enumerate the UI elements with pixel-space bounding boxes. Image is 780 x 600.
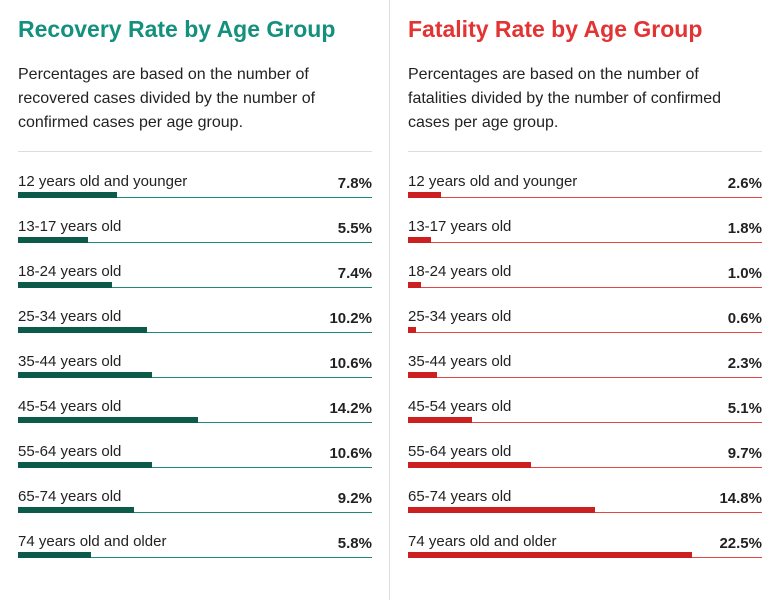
recovery-value-label: 10.6% xyxy=(329,445,372,462)
fatality-category-label: 12 years old and younger xyxy=(408,173,578,190)
recovery-bar-track xyxy=(18,332,372,333)
recovery-bar-list: 12 years old and younger 7.8% 13-17 years … xyxy=(18,152,372,558)
recovery-row: 74 years old and older 5.8% xyxy=(18,512,372,558)
fatality-row: 18-24 years old 1.0% xyxy=(408,242,762,288)
recovery-bar xyxy=(18,552,92,558)
fatality-value-label: 2.3% xyxy=(727,355,762,372)
recovery-row: 12 years old and younger 7.8% xyxy=(18,152,372,198)
recovery-bar-track xyxy=(18,557,372,558)
recovery-bar xyxy=(18,327,147,333)
recovery-row: 65-74 years old 9.2% xyxy=(18,467,372,513)
recovery-value-label: 5.8% xyxy=(337,535,372,552)
recovery-bar-track xyxy=(18,467,372,468)
fatality-value-label: 22.5% xyxy=(719,535,762,552)
fatality-value-label: 5.1% xyxy=(727,400,762,417)
fatality-category-label: 13-17 years old xyxy=(408,218,512,235)
recovery-value-label: 10.6% xyxy=(329,355,372,372)
fatality-bar xyxy=(408,507,596,513)
fatality-chart-title: Fatality Rate by Age Group xyxy=(408,16,703,42)
recovery-category-label: 25-34 years old xyxy=(18,308,122,325)
fatality-value-label: 0.6% xyxy=(727,310,762,327)
fatality-bar xyxy=(408,237,431,243)
fatality-row: 74 years old and older 22.5% xyxy=(408,512,762,558)
fatality-header-rule xyxy=(408,151,762,152)
fatality-row: 25-34 years old 0.6% xyxy=(408,287,762,333)
fatality-value-label: 1.0% xyxy=(727,265,762,282)
fatality-rate-panel: Fatality Rate by Age Group Percentages a… xyxy=(408,0,762,600)
recovery-rate-panel: Recovery Rate by Age Group Percentages a… xyxy=(18,0,372,600)
panel-divider xyxy=(389,0,390,600)
fatality-bar xyxy=(408,372,438,378)
fatality-category-label: 35-44 years old xyxy=(408,353,512,370)
fatality-value-label: 2.6% xyxy=(727,175,762,192)
recovery-row: 25-34 years old 10.2% xyxy=(18,287,372,333)
recovery-row: 45-54 years old 14.2% xyxy=(18,377,372,423)
recovery-bar-track xyxy=(18,197,372,198)
recovery-bar xyxy=(18,417,198,423)
fatality-bar-track xyxy=(408,242,762,243)
fatality-bar xyxy=(408,282,421,288)
fatality-value-label: 9.7% xyxy=(727,445,762,462)
recovery-bar-track xyxy=(18,287,372,288)
recovery-category-label: 55-64 years old xyxy=(18,443,122,460)
recovery-chart-description: Percentages are based on the number of r… xyxy=(18,66,316,131)
recovery-row: 55-64 years old 10.6% xyxy=(18,422,372,468)
fatality-row: 35-44 years old 2.3% xyxy=(408,332,762,378)
fatality-bar xyxy=(408,327,416,333)
recovery-header-rule xyxy=(18,151,372,152)
fatality-bar-track xyxy=(408,287,762,288)
recovery-row: 18-24 years old 7.4% xyxy=(18,242,372,288)
recovery-value-label: 14.2% xyxy=(329,400,372,417)
fatality-row: 65-74 years old 14.8% xyxy=(408,467,762,513)
recovery-category-label: 12 years old and younger xyxy=(18,173,188,190)
fatality-category-label: 55-64 years old xyxy=(408,443,512,460)
fatality-bar xyxy=(408,192,441,198)
recovery-value-label: 7.8% xyxy=(337,175,372,192)
fatality-value-label: 1.8% xyxy=(727,220,762,237)
recovery-bar-track xyxy=(18,242,372,243)
recovery-category-label: 65-74 years old xyxy=(18,488,122,505)
fatality-bar xyxy=(408,462,531,468)
recovery-bar xyxy=(18,237,88,243)
recovery-bar xyxy=(18,192,117,198)
recovery-category-label: 13-17 years old xyxy=(18,218,122,235)
recovery-bar xyxy=(18,372,152,378)
fatality-bar-track xyxy=(408,377,762,378)
recovery-value-label: 10.2% xyxy=(329,310,372,327)
fatality-row: 12 years old and younger 2.6% xyxy=(408,152,762,198)
recovery-category-label: 18-24 years old xyxy=(18,263,122,280)
recovery-row: 35-44 years old 10.6% xyxy=(18,332,372,378)
fatality-bar-list: 12 years old and younger 2.6% 13-17 years … xyxy=(408,152,762,558)
recovery-value-label: 9.2% xyxy=(337,490,372,507)
recovery-bar xyxy=(18,507,135,513)
fatality-bar-track xyxy=(408,332,762,333)
recovery-category-label: 74 years old and older xyxy=(18,533,167,550)
fatality-category-label: 74 years old and older xyxy=(408,533,557,550)
fatality-bar-track xyxy=(408,197,762,198)
recovery-bar-track xyxy=(18,377,372,378)
recovery-category-label: 35-44 years old xyxy=(18,353,122,370)
recovery-value-label: 7.4% xyxy=(337,265,372,282)
fatality-category-label: 18-24 years old xyxy=(408,263,512,280)
fatality-category-label: 25-34 years old xyxy=(408,308,512,325)
fatality-bar-track xyxy=(408,422,762,423)
fatality-category-label: 65-74 years old xyxy=(408,488,512,505)
recovery-value-label: 5.5% xyxy=(337,220,372,237)
fatality-bar-track xyxy=(408,467,762,468)
fatality-value-label: 14.8% xyxy=(719,490,762,507)
recovery-category-label: 45-54 years old xyxy=(18,398,122,415)
recovery-bar xyxy=(18,462,152,468)
recovery-bar xyxy=(18,282,112,288)
fatality-bar xyxy=(408,552,693,558)
fatality-row: 45-54 years old 5.1% xyxy=(408,377,762,423)
fatality-category-label: 45-54 years old xyxy=(408,398,512,415)
recovery-bar-track xyxy=(18,512,372,513)
fatality-row: 55-64 years old 9.7% xyxy=(408,422,762,468)
recovery-row: 13-17 years old 5.5% xyxy=(18,197,372,243)
fatality-chart-description: Percentages are based on the number of f… xyxy=(408,66,722,131)
fatality-row: 13-17 years old 1.8% xyxy=(408,197,762,243)
recovery-chart-title: Recovery Rate by Age Group xyxy=(18,16,336,42)
fatality-bar xyxy=(408,417,473,423)
